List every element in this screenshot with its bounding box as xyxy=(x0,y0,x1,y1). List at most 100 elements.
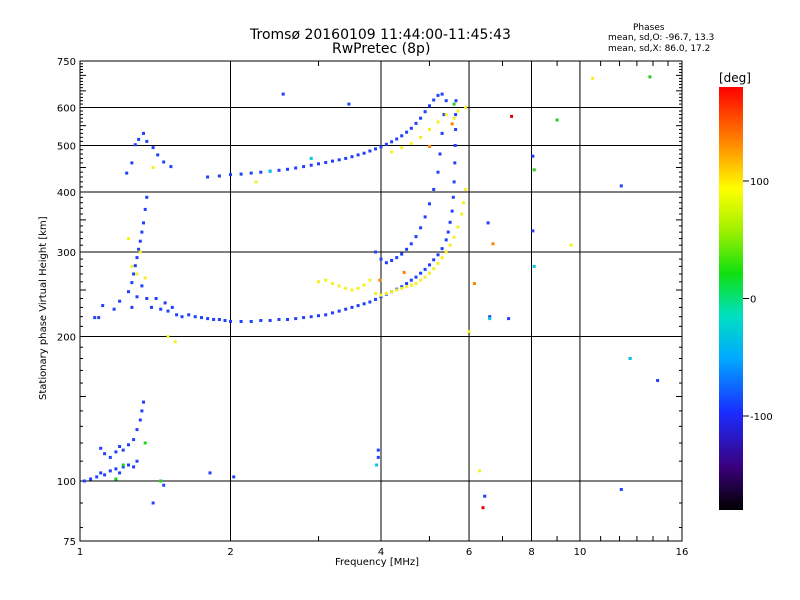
data-point xyxy=(142,221,145,225)
data-point xyxy=(103,452,107,456)
data-point xyxy=(166,309,170,313)
data-point xyxy=(206,175,210,179)
data-point xyxy=(384,291,388,295)
data-point xyxy=(488,315,492,319)
data-point xyxy=(532,168,536,172)
data-point xyxy=(442,113,446,117)
data-point xyxy=(405,282,409,285)
data-point xyxy=(440,131,444,135)
data-point xyxy=(118,299,122,303)
data-point xyxy=(118,471,122,475)
data-point xyxy=(97,316,101,320)
data-point xyxy=(374,291,377,295)
data-point xyxy=(428,263,431,267)
data-point xyxy=(356,304,360,308)
data-point xyxy=(379,257,383,261)
data-point xyxy=(331,159,334,163)
data-point xyxy=(460,212,464,216)
data-point xyxy=(132,272,136,276)
data-point xyxy=(112,307,116,311)
data-point xyxy=(268,169,272,173)
x-tick-label: 6 xyxy=(466,547,472,558)
data-point xyxy=(472,282,476,285)
data-point xyxy=(378,278,382,282)
data-point xyxy=(223,319,227,322)
data-point xyxy=(254,180,258,184)
grid-lines xyxy=(80,61,682,541)
colorbar xyxy=(719,87,743,510)
data-point xyxy=(229,173,232,177)
data-point xyxy=(532,264,536,268)
data-point xyxy=(166,335,170,338)
data-point xyxy=(151,146,155,150)
data-point xyxy=(414,121,418,125)
data-point xyxy=(400,146,404,150)
data-point xyxy=(356,153,360,157)
data-point xyxy=(135,295,139,299)
data-point xyxy=(414,282,418,285)
data-point xyxy=(444,238,448,242)
data-point xyxy=(294,317,298,321)
x-tick-label: 4 xyxy=(378,547,384,558)
data-point xyxy=(135,428,139,432)
data-point xyxy=(486,221,490,225)
data-point xyxy=(531,154,535,158)
data-point xyxy=(138,418,142,422)
data-point xyxy=(331,311,334,315)
data-point xyxy=(133,264,137,268)
data-point xyxy=(436,120,440,124)
data-point xyxy=(127,290,130,294)
data-point xyxy=(130,264,134,268)
data-point xyxy=(118,445,122,448)
data-point xyxy=(89,477,93,481)
data-point xyxy=(150,305,153,309)
data-point xyxy=(432,98,436,102)
data-point xyxy=(450,122,454,126)
data-point xyxy=(145,195,149,199)
data-point xyxy=(467,329,471,333)
y-tick-label: 600 xyxy=(57,104,76,115)
data-point xyxy=(379,295,383,299)
data-point xyxy=(423,110,427,114)
data-point xyxy=(446,230,450,234)
data-point xyxy=(432,267,436,271)
data-point xyxy=(362,302,366,306)
x-tick-label: 2 xyxy=(227,547,233,558)
data-point xyxy=(374,250,377,254)
data-point xyxy=(376,455,380,459)
phases-heading: Phases xyxy=(633,23,665,33)
data-point xyxy=(281,92,285,96)
data-point xyxy=(619,184,623,188)
data-point xyxy=(317,162,320,166)
data-point xyxy=(648,75,652,79)
data-point xyxy=(376,448,380,452)
data-point xyxy=(143,441,147,445)
data-point xyxy=(200,316,203,320)
data-point xyxy=(175,313,179,317)
data-point xyxy=(428,104,431,108)
data-point xyxy=(395,137,399,141)
data-point xyxy=(249,171,253,175)
data-point xyxy=(162,160,166,164)
data-point xyxy=(390,259,394,262)
data-point xyxy=(452,235,456,239)
data-point xyxy=(277,168,281,172)
data-point xyxy=(531,229,535,233)
data-point xyxy=(374,297,377,301)
data-point xyxy=(137,137,141,141)
data-point xyxy=(452,180,456,184)
chart-title: Tromsø 20160109 11:44:00-11:45:43 xyxy=(250,27,511,43)
data-point xyxy=(440,247,444,251)
data-point xyxy=(409,242,413,246)
data-point xyxy=(462,201,465,205)
data-point xyxy=(374,147,377,151)
data-point xyxy=(448,220,452,224)
data-point xyxy=(212,318,216,321)
data-point xyxy=(481,506,485,510)
data-point xyxy=(137,247,141,251)
data-point xyxy=(344,156,348,160)
data-point xyxy=(114,450,118,454)
data-point xyxy=(483,494,487,498)
data-point xyxy=(140,284,144,288)
